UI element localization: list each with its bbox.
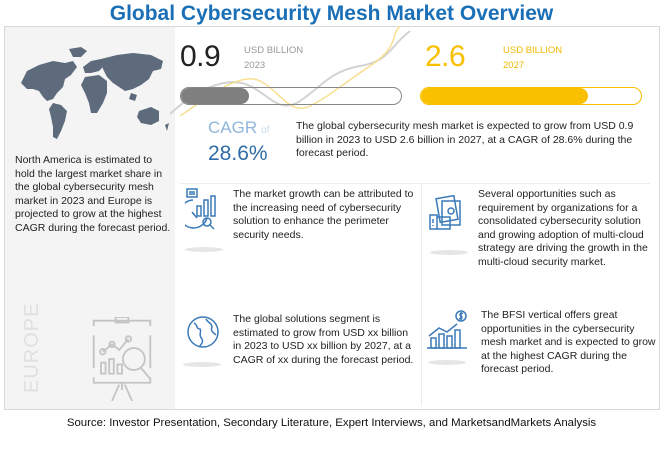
stat-2027-value: 2.6 bbox=[425, 40, 466, 73]
stat-2023-value: 0.9 bbox=[180, 40, 221, 73]
progress-bar-2027-fill bbox=[421, 88, 589, 104]
market-summary-text: The global cybersecurity mesh market is … bbox=[296, 120, 634, 159]
icon-shadow bbox=[428, 360, 466, 365]
progress-bar-2023-fill bbox=[181, 88, 250, 104]
source-footnote: Source: Investor Presentation, Secondary… bbox=[66, 417, 597, 429]
region-label: EUROPE bbox=[21, 302, 43, 393]
icon-shadow bbox=[185, 247, 223, 252]
stat-2027-unit: USD BILLION bbox=[503, 45, 563, 56]
insight-card-opportunities: Several opportunities such as requiremen… bbox=[478, 188, 648, 268]
bfsi-growth-chart-icon bbox=[427, 310, 467, 349]
region-label-wrap: EUROPE bbox=[21, 303, 43, 473]
stat-2023-unit: USD BILLION bbox=[244, 45, 304, 56]
divider-horizontal bbox=[180, 183, 650, 184]
insight-card-growth: The market growth can be attributed to t… bbox=[233, 188, 414, 241]
progress-bar-2027 bbox=[420, 87, 642, 105]
icon-shadow bbox=[183, 362, 221, 367]
page-title: Global Cybersecurity Mesh Market Overvie… bbox=[109, 2, 554, 25]
presentation-board-analytics-icon bbox=[92, 317, 152, 401]
divider-vertical bbox=[421, 184, 422, 406]
region-sidebar: North America is estimated to hold the l… bbox=[5, 27, 175, 409]
stat-2023-year: 2023 bbox=[244, 60, 266, 71]
insight-card-solutions: The global solutions segment is estimate… bbox=[233, 313, 414, 366]
world-map-icon bbox=[21, 47, 169, 139]
cagr-label-text: CAGR bbox=[208, 118, 258, 137]
globe-icon bbox=[187, 316, 219, 348]
money-hand-opportunity-icon bbox=[429, 195, 461, 230]
cagr-value: 28.6% bbox=[208, 142, 268, 165]
progress-bar-2023 bbox=[180, 87, 402, 105]
cagr-of-text: of bbox=[261, 125, 270, 136]
market-growth-analytics-icon bbox=[185, 188, 216, 230]
insight-card-bfsi: The BFSI vertical offers great opportuni… bbox=[481, 309, 656, 375]
stat-2027-year: 2027 bbox=[503, 60, 525, 71]
regional-insight-text: North America is estimated to hold the l… bbox=[15, 154, 171, 234]
decorative-wave-lines bbox=[170, 26, 411, 116]
icon-shadow bbox=[430, 250, 468, 255]
cagr-label: CAGR of bbox=[208, 118, 269, 141]
